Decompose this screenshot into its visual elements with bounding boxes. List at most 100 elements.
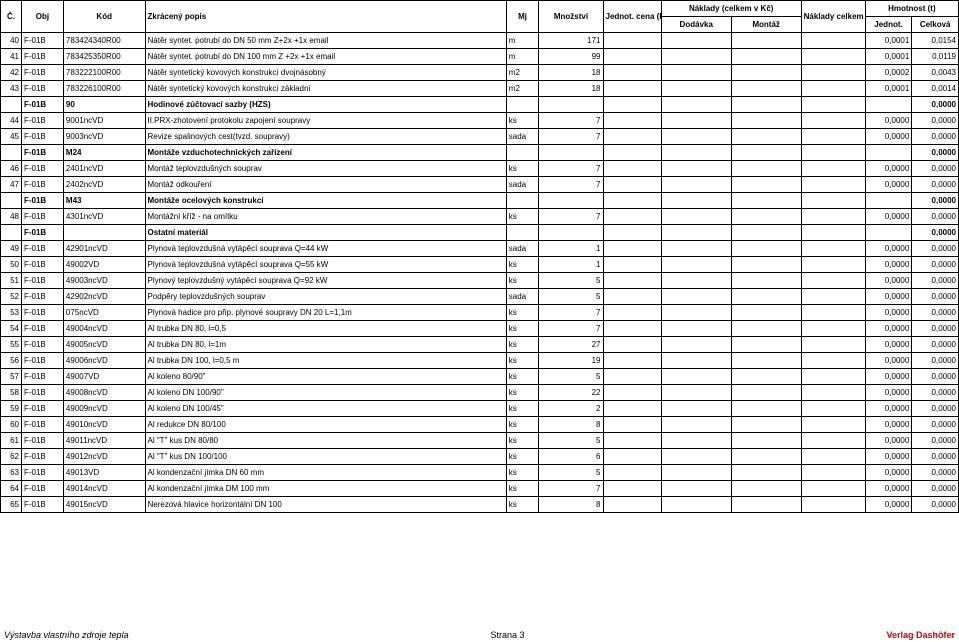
- table-cell: 0,0000: [912, 241, 959, 257]
- table-cell: [661, 401, 731, 417]
- table-cell: F-01B: [21, 481, 63, 497]
- table-cell: Al kondenzační jímka DM 100 mm: [145, 481, 506, 497]
- table-cell: F-01B: [21, 305, 63, 321]
- table-cell: [603, 241, 661, 257]
- table-cell: ks: [506, 465, 539, 481]
- table-cell: [731, 481, 801, 497]
- table-cell: [731, 385, 801, 401]
- table-cell: [801, 161, 865, 177]
- table-cell: 99: [539, 49, 603, 65]
- cost-table: Č. Obj Kód Zkrácený popis Mj Množství Je…: [0, 0, 959, 513]
- table-cell: 0,0000: [912, 385, 959, 401]
- table-cell: [603, 369, 661, 385]
- table-cell: [801, 49, 865, 65]
- table-cell: [661, 337, 731, 353]
- table-cell: ks: [506, 481, 539, 497]
- table-cell: [603, 97, 661, 113]
- table-cell: [661, 481, 731, 497]
- table-cell: [801, 353, 865, 369]
- table-cell: 0,0000: [865, 417, 912, 433]
- table-cell: 0,0000: [912, 497, 959, 513]
- table-cell: Nerezová hlavice horizontální DN 100: [145, 497, 506, 513]
- table-cell: 0,0000: [865, 209, 912, 225]
- table-cell: F-01B: [21, 33, 63, 49]
- table-cell: [801, 401, 865, 417]
- table-cell: 0,0000: [865, 177, 912, 193]
- table-cell: F-01B: [21, 417, 63, 433]
- table-cell: 0,0000: [912, 257, 959, 273]
- table-cell: Montáže vzduchotechnických zařízení: [145, 145, 506, 161]
- table-cell: 52: [1, 289, 22, 305]
- table-cell: ks: [506, 497, 539, 513]
- table-cell: 5: [539, 465, 603, 481]
- table-cell: 0,0002: [865, 65, 912, 81]
- table-cell: 0,0000: [912, 305, 959, 321]
- table-cell: 0,0000: [912, 449, 959, 465]
- table-cell: [661, 353, 731, 369]
- table-cell: [731, 497, 801, 513]
- table-cell: 0,0119: [912, 49, 959, 65]
- table-cell: 5: [539, 289, 603, 305]
- table-cell: [603, 289, 661, 305]
- table-cell: M43: [63, 193, 145, 209]
- table-cell: [603, 385, 661, 401]
- table-cell: [731, 273, 801, 289]
- table-cell: 60: [1, 417, 22, 433]
- table-cell: 7: [539, 129, 603, 145]
- table-cell: 43: [1, 81, 22, 97]
- table-cell: [801, 273, 865, 289]
- table-row: 57F-01B49007VDAl koleno 80/90"ks50,00000…: [1, 369, 959, 385]
- table-cell: M24: [63, 145, 145, 161]
- table-cell: 0,0000: [912, 161, 959, 177]
- table-cell: 9003ncVD: [63, 129, 145, 145]
- table-cell: 0,0000: [912, 273, 959, 289]
- table-cell: 48: [1, 209, 22, 225]
- table-cell: [801, 369, 865, 385]
- table-cell: 49012ncVD: [63, 449, 145, 465]
- table-cell: 0,0000: [912, 209, 959, 225]
- table-cell: 62: [1, 449, 22, 465]
- table-cell: [731, 449, 801, 465]
- table-cell: 0,0001: [865, 81, 912, 97]
- table-cell: 7: [539, 209, 603, 225]
- table-cell: Plynová teplovzdušná vytápěcí souprava Q…: [145, 241, 506, 257]
- table-cell: [801, 241, 865, 257]
- table-cell: [865, 225, 912, 241]
- table-cell: [865, 145, 912, 161]
- table-cell: ks: [506, 321, 539, 337]
- table-cell: 90: [63, 97, 145, 113]
- table-cell: 7: [539, 481, 603, 497]
- table-cell: [731, 465, 801, 481]
- col-hmotnost: Hmotnost (t): [865, 1, 958, 17]
- table-cell: 6: [539, 449, 603, 465]
- table-cell: ks: [506, 385, 539, 401]
- table-cell: 0,0000: [912, 193, 959, 209]
- table-cell: [661, 161, 731, 177]
- table-cell: [731, 113, 801, 129]
- table-cell: 0,0000: [865, 449, 912, 465]
- table-row: 48F-01B4301ncVDMontážní kříž - na omítku…: [1, 209, 959, 225]
- table-cell: 58: [1, 385, 22, 401]
- table-cell: 54: [1, 321, 22, 337]
- table-cell: [801, 417, 865, 433]
- table-row: 61F-01B49011ncVDAl "T" kus DN 80/80ks50,…: [1, 433, 959, 449]
- table-cell: Montážní kříž - na omítku: [145, 209, 506, 225]
- table-row: 56F-01B49006ncVDAl trubka DN 100, l=0,5 …: [1, 353, 959, 369]
- table-row: 53F-01B075ncVDPlynová hadice pro přip. p…: [1, 305, 959, 321]
- table-cell: F-01B: [21, 129, 63, 145]
- table-cell: [661, 209, 731, 225]
- table-cell: [661, 449, 731, 465]
- table-cell: [603, 161, 661, 177]
- table-cell: [731, 161, 801, 177]
- table-cell: [731, 145, 801, 161]
- table-cell: 0,0000: [865, 497, 912, 513]
- table-cell: ks: [506, 209, 539, 225]
- table-cell: 40: [1, 33, 22, 49]
- table-cell: [731, 65, 801, 81]
- table-row: 44F-01B9001ncVDII.PRX-zhotovení protokol…: [1, 113, 959, 129]
- table-cell: 42902ncVD: [63, 289, 145, 305]
- table-cell: Al trubka DN 80, l=1m: [145, 337, 506, 353]
- table-cell: 49002VD: [63, 257, 145, 273]
- table-cell: [603, 225, 661, 241]
- table-cell: Al "T" kus DN 100/100: [145, 449, 506, 465]
